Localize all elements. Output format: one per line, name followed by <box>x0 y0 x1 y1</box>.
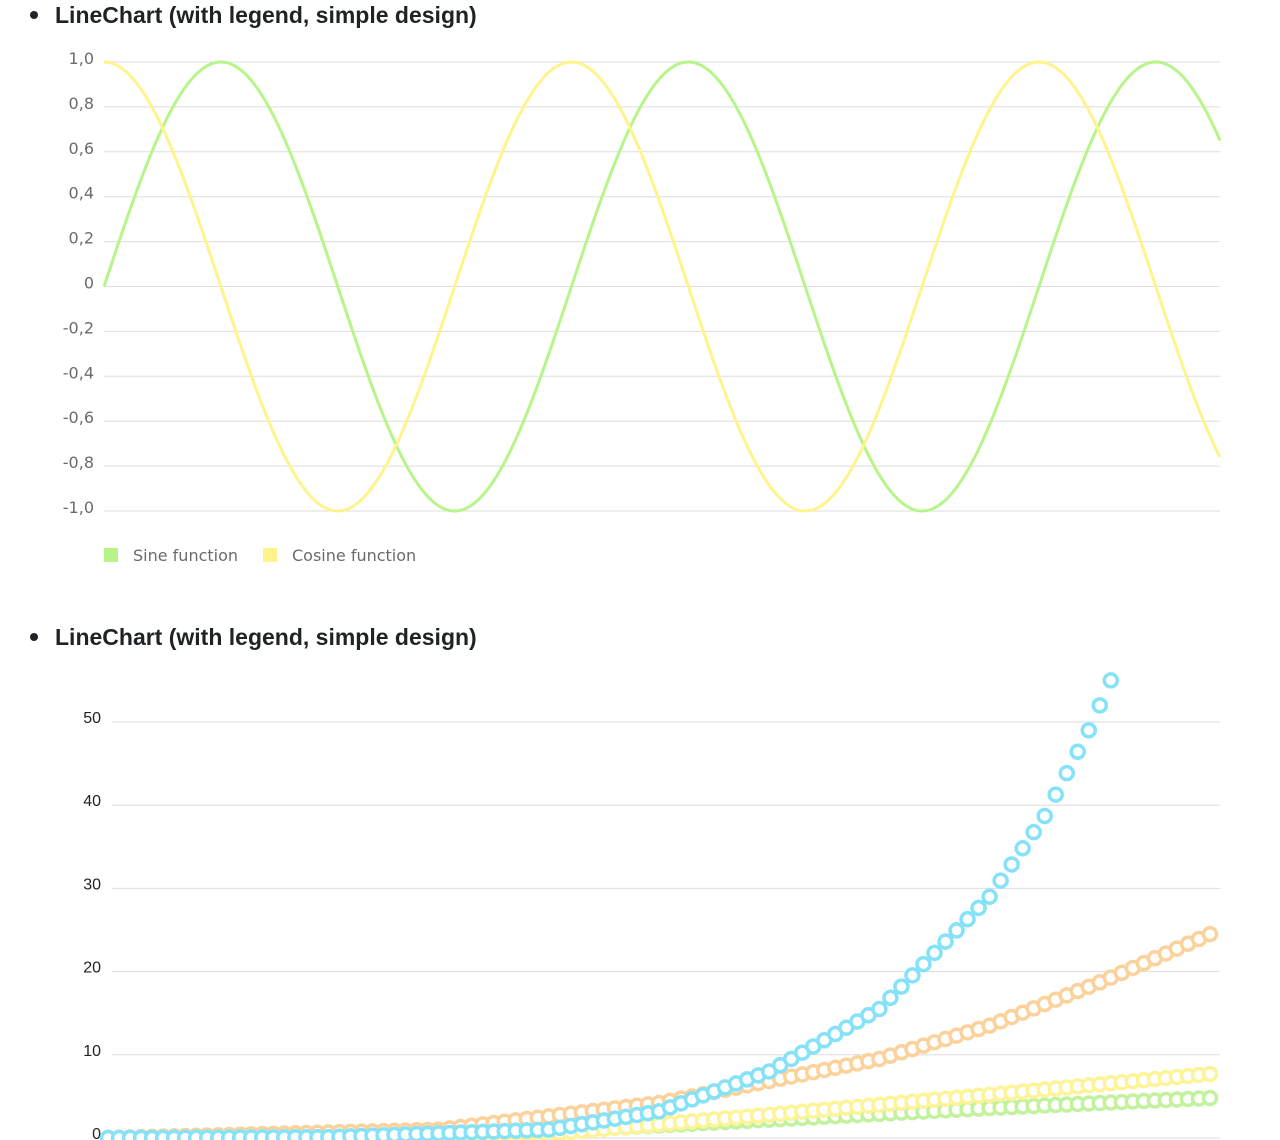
y-tick-label: 0 <box>92 1126 101 1140</box>
y-tick-label: 1,0 <box>69 49 94 68</box>
series-line-sin <box>102 60 1222 513</box>
data-point <box>1201 1089 1219 1107</box>
legend-swatch <box>263 548 277 562</box>
data-point <box>1014 840 1031 857</box>
y-tick-label: 50 <box>83 710 101 727</box>
data-point <box>1047 786 1064 803</box>
legend-swatch <box>104 548 118 562</box>
data-point <box>1058 764 1075 782</box>
legend-label: Sine function <box>133 546 238 565</box>
data-point <box>871 1000 888 1018</box>
data-point <box>1025 823 1042 841</box>
y-tick-label: 0,8 <box>69 94 94 113</box>
data-point <box>1080 722 1098 739</box>
chart-heading: LineChart (with legend, simple design) <box>55 624 477 650</box>
y-tick-label: 20 <box>83 960 101 977</box>
data-point <box>1036 807 1053 825</box>
y-tick-label: -0,6 <box>63 408 94 427</box>
data-point <box>882 989 899 1007</box>
data-point <box>893 978 910 995</box>
y-tick-label: 0,6 <box>69 139 94 158</box>
series-line-cos <box>103 60 1222 513</box>
data-point <box>992 872 1009 889</box>
data-point <box>1069 743 1087 760</box>
data-point <box>926 944 943 962</box>
data-point <box>1201 1065 1219 1083</box>
data-point <box>1003 856 1020 873</box>
y-tick-label: 40 <box>83 793 101 810</box>
legend-label: Cosine function <box>292 546 416 565</box>
y-tick-label: 0 <box>84 274 94 293</box>
data-point <box>948 922 965 939</box>
series-0 <box>99 672 1120 1140</box>
data-point <box>959 910 976 928</box>
data-point <box>1091 697 1109 714</box>
y-tick-label: -0,8 <box>63 453 94 472</box>
growth-line-chart: 0 10 20 30 40 50 <box>83 672 1220 1140</box>
y-tick-label: -0,4 <box>63 363 94 382</box>
y-tick-label: 0,2 <box>69 229 94 248</box>
data-point <box>970 899 987 917</box>
data-point <box>915 955 932 973</box>
y-tick-label: -1,0 <box>63 498 94 517</box>
chart-heading: LineChart (with legend, simple design) <box>55 2 477 28</box>
bullet <box>30 11 38 19</box>
y-tick-label: 10 <box>83 1043 101 1060</box>
data-point <box>1201 925 1219 943</box>
bullet <box>30 633 38 641</box>
data-point <box>904 967 921 984</box>
data-point <box>1102 672 1120 689</box>
y-tick-label: 30 <box>83 876 101 893</box>
data-point <box>937 933 954 950</box>
sine-cosine-line-chart: 1,0 0,8 0,6 0,4 0,2 0 -0,2 -0,4 -0,6 -0,8 -1,0 Sine… <box>63 49 1222 565</box>
y-tick-label: -0,2 <box>63 318 94 337</box>
y-tick-label: 0,4 <box>69 184 94 203</box>
data-point <box>981 888 998 905</box>
